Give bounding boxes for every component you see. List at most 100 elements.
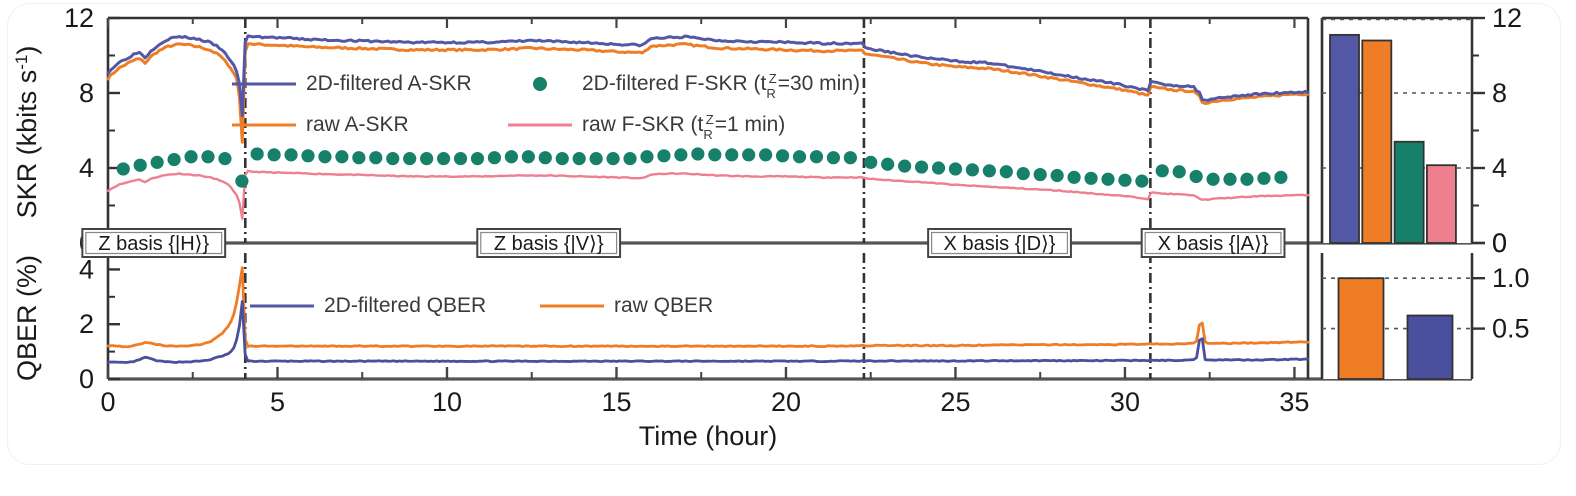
f-skr-point bbox=[1050, 168, 1064, 183]
basis-label-inner-1 bbox=[480, 231, 618, 255]
x-tick-label: 10 bbox=[432, 387, 462, 417]
qber-plot-area bbox=[108, 253, 1308, 379]
f-skr-point bbox=[1189, 169, 1203, 184]
qber-legend-label: raw QBER bbox=[614, 294, 713, 317]
legend-label: raw A-SKR bbox=[306, 113, 409, 136]
qber-bar-ytick-label: 1.0 bbox=[1492, 263, 1530, 293]
series-raw-qber bbox=[106, 266, 1310, 349]
f-skr-point bbox=[235, 174, 249, 188]
series-2d-filtered-qber bbox=[106, 300, 1310, 364]
f-skr-point bbox=[1223, 172, 1237, 186]
legend-label: raw F-SKR (tRZ=1 min) bbox=[582, 112, 785, 142]
f-skr-point bbox=[843, 151, 857, 165]
f-skr-point bbox=[948, 162, 963, 176]
basis-label-box-3 bbox=[1140, 228, 1286, 258]
f-skr-point bbox=[150, 155, 164, 169]
f-skr-point bbox=[589, 152, 603, 166]
f-skr-point bbox=[1257, 171, 1271, 185]
x-tick-label: 15 bbox=[601, 387, 631, 417]
skr-ytick-label: 8 bbox=[79, 78, 94, 108]
f-skr-point bbox=[487, 151, 502, 165]
f-skr-point bbox=[369, 151, 383, 165]
x-tick-label: 25 bbox=[940, 387, 970, 417]
skr-bar-ytick-label: 12 bbox=[1492, 3, 1522, 33]
f-skr-point bbox=[555, 152, 569, 166]
qber-bar-ytick-label: 0.5 bbox=[1492, 314, 1530, 344]
f-skr-point bbox=[1033, 167, 1047, 182]
f-skr-point bbox=[674, 148, 688, 162]
basis-label-text-0: Z basis {|H⟩} bbox=[98, 233, 209, 255]
f-skr-point bbox=[1118, 173, 1132, 187]
legend-label: 2D-filtered A-SKR bbox=[306, 72, 472, 95]
f-skr-point bbox=[538, 151, 552, 165]
qber-ytick-label: 0 bbox=[79, 364, 94, 394]
f-skr-point bbox=[657, 149, 671, 163]
f-skr-point bbox=[301, 149, 315, 163]
qber-bar-0 bbox=[1337, 277, 1385, 380]
f-skr-point bbox=[809, 150, 824, 164]
f-skr-point bbox=[1274, 170, 1288, 184]
f-skr-point bbox=[420, 152, 434, 166]
f-skr-point bbox=[167, 152, 181, 167]
skr-bar-1 bbox=[1361, 39, 1393, 244]
series-raw-f-skr bbox=[106, 169, 1310, 220]
f-skr-point bbox=[640, 150, 654, 164]
f-skr-point bbox=[284, 148, 298, 162]
f-skr-point bbox=[521, 150, 535, 164]
f-skr-point bbox=[1135, 174, 1149, 188]
basis-label-box-2 bbox=[927, 228, 1072, 258]
f-skr-point bbox=[116, 162, 130, 176]
f-skr-point bbox=[184, 150, 198, 164]
x-tick-label: 5 bbox=[270, 387, 285, 417]
f-skr-point bbox=[352, 151, 366, 165]
f-skr-point bbox=[267, 148, 281, 162]
basis-label-inner-2 bbox=[931, 231, 1069, 255]
x-tick-label: 30 bbox=[1110, 387, 1140, 417]
f-skr-point bbox=[572, 152, 586, 166]
f-skr-point bbox=[453, 152, 468, 166]
skr-bar-0 bbox=[1329, 33, 1360, 244]
f-skr-point bbox=[691, 147, 705, 161]
x-tick-label: 20 bbox=[771, 387, 801, 417]
f-skr-point bbox=[759, 148, 773, 162]
skr-bar-ytick-label: 0 bbox=[1492, 228, 1507, 258]
f-skr-point bbox=[403, 152, 417, 166]
f-skr-point bbox=[436, 152, 451, 166]
f-skr-point bbox=[792, 150, 807, 164]
f-skr-point bbox=[826, 151, 841, 165]
f-skr-point bbox=[982, 164, 996, 178]
skr-plot-area bbox=[108, 18, 1308, 243]
f-skr-point bbox=[898, 159, 912, 173]
f-skr-point bbox=[725, 148, 739, 162]
f-skr-point bbox=[914, 160, 929, 174]
qber-bar-1 bbox=[1406, 314, 1454, 380]
series-2d-filtered-f-skr bbox=[116, 147, 1288, 188]
f-skr-point bbox=[708, 148, 722, 162]
f-skr-point bbox=[1172, 165, 1186, 179]
basis-label-box-1 bbox=[476, 228, 622, 258]
f-skr-point bbox=[386, 152, 400, 166]
f-skr-point bbox=[606, 152, 620, 166]
basis-label-inner-3 bbox=[1144, 231, 1282, 255]
f-skr-point bbox=[931, 161, 946, 175]
f-skr-point bbox=[775, 149, 790, 163]
f-skr-point bbox=[470, 152, 485, 166]
f-skr-point bbox=[965, 163, 980, 177]
f-skr-point bbox=[1084, 171, 1098, 185]
skr-axis-title: SKR (kbits s-1) bbox=[12, 46, 43, 219]
x-tick-label: 35 bbox=[1279, 387, 1309, 417]
legend-marker-dot bbox=[533, 77, 547, 91]
qber-ytick-label: 4 bbox=[79, 254, 94, 284]
x-axis-title: Time (hour) bbox=[639, 421, 778, 451]
skr-ytick-label: 4 bbox=[79, 153, 94, 183]
f-skr-point bbox=[504, 150, 518, 164]
qber-axis-title: QBER (%) bbox=[12, 255, 42, 381]
f-skr-point bbox=[250, 147, 264, 161]
shared-zero-tick-label: 0 bbox=[1492, 228, 1507, 258]
qber-legend-label: 2D-filtered QBER bbox=[324, 294, 486, 317]
skr-bar-ytick-label: 4 bbox=[1492, 153, 1507, 183]
basis-label-inner-0 bbox=[85, 231, 223, 255]
